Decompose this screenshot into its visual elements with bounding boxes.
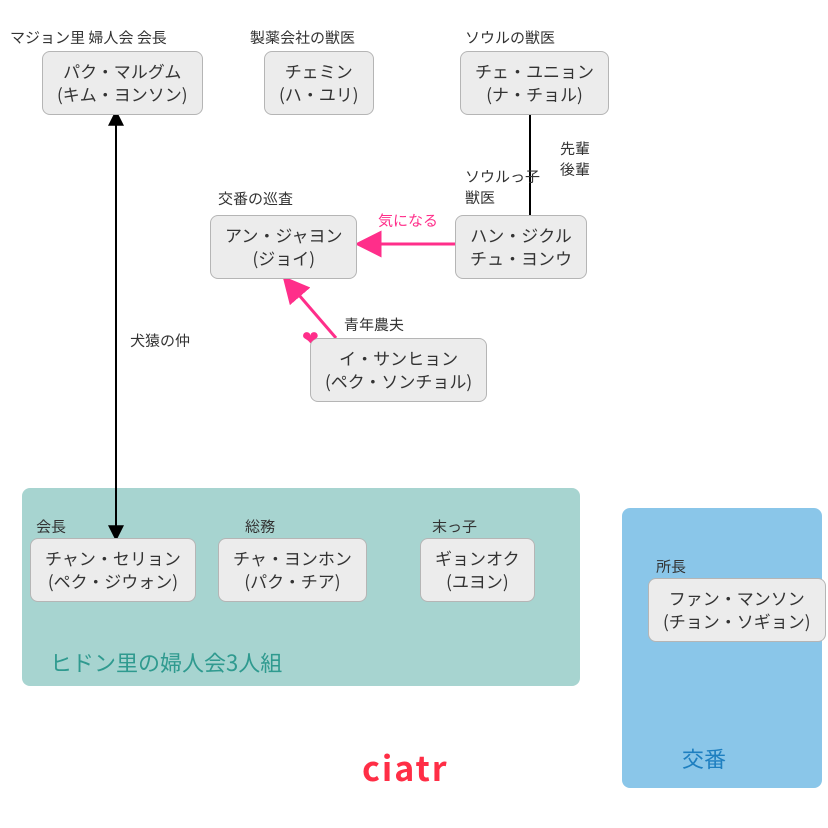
role-gyonok: 末っ子 [432,516,477,537]
node-gyonok: ギョンオク(ユヨン) [420,538,535,602]
node-jang_seryeong: チャン・セリョン(ペク・ジウォン) [30,538,196,602]
role-cha_yonhon: 総務 [245,516,275,537]
edge-label: 先輩後輩 [560,138,590,180]
node-actor: (チョン・ソギョン) [663,608,811,633]
role-jang_seryeong: 会長 [36,516,66,537]
edge-label: 気になる [378,210,438,231]
node-cha_yonhon: チャ・ヨンホン(パク・チア) [218,538,367,602]
role-choi_younyon: ソウルの獣医 [465,27,555,48]
node-name: ハン・ジクル [470,222,572,247]
node-name: アン・ジャヨン [225,222,342,247]
node-actor: チュ・ヨンウ [470,245,572,270]
brand-ciatr: ciatr [362,742,449,791]
edge-label: 犬猿の仲 [130,330,190,351]
node-lee_sanhyun: イ・サンヒョン(ペク・ソンチョル) [310,338,487,402]
node-actor: (キム・ヨンソン) [57,81,188,106]
node-actor: (ハ・ユリ) [279,81,359,106]
node-choi_younyon: チェ・ユニョン(ナ・チョル) [460,51,609,115]
group-a-title: ヒドン里の婦人会3人組 [50,646,282,678]
group-b-title: 交番 [682,742,726,774]
role-lee_sanhyun: 青年農夫 [344,314,404,335]
node-hwang_manson: ファン・マンソン(チョン・ソギョン) [648,578,826,642]
role-han_jikul: ソウルっ子獣医 [465,166,540,208]
heart-icon: ❤ [302,322,319,351]
node-chemin: チェミン(ハ・ユリ) [264,51,374,115]
node-name: イ・サンヒョン [339,345,458,370]
node-an_jayeon: アン・ジャヨン(ジョイ) [210,215,357,279]
node-actor: (パク・チア) [244,568,340,593]
node-name: パク・マルグム [63,58,181,83]
node-name: ファン・マンソン [669,585,805,610]
node-name: チャン・セリョン [45,545,181,570]
node-actor: (ペク・ソンチョル) [325,368,472,393]
role-chemin: 製薬会社の獣医 [250,27,355,48]
node-actor: (ジョイ) [252,245,315,270]
node-name: チャ・ヨンホン [233,545,352,570]
role-hwang_manson: 所長 [656,556,686,577]
node-park_malgum: パク・マルグム(キム・ヨンソン) [42,51,203,115]
node-name: チェ・ユニョン [475,58,594,83]
node-name: チェミン [285,58,353,83]
node-han_jikul: ハン・ジクルチュ・ヨンウ [455,215,587,279]
node-name: ギョンオク [435,545,520,570]
node-actor: (ナ・チョル) [486,81,583,106]
node-actor: (ユヨン) [446,568,509,593]
role-park_malgum: マジョン里 婦人会 会長 [10,27,167,48]
role-an_jayeon: 交番の巡査 [218,188,293,209]
node-actor: (ペク・ジウォン) [48,568,178,593]
